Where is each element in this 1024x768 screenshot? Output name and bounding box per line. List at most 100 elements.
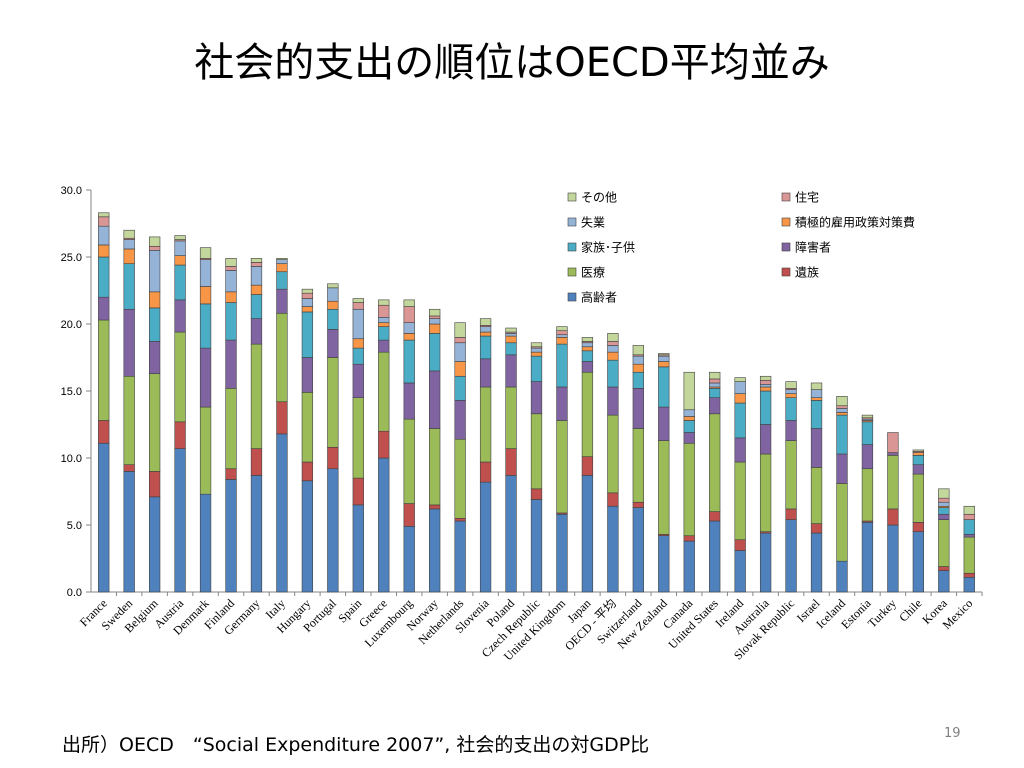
- bar-segment: [123, 263, 135, 310]
- bar-segment: [861, 444, 874, 470]
- bar-segment: [199, 259, 212, 287]
- bar-segment: [429, 428, 441, 506]
- bar-segment: [479, 326, 492, 333]
- bar-segment: [98, 296, 110, 321]
- bar-segment: [174, 331, 186, 423]
- bar-segment: [530, 381, 543, 415]
- bar-segment: [658, 440, 670, 535]
- bar-group: [785, 381, 797, 593]
- bar-segment: [301, 480, 314, 593]
- bar-segment: [861, 522, 874, 593]
- bar-segment: [250, 266, 263, 286]
- bar-segment: [378, 339, 390, 353]
- bar-group: [912, 449, 925, 593]
- bar-group: [429, 308, 441, 593]
- bar-segment: [861, 421, 874, 445]
- bar-segment: [225, 479, 237, 593]
- bar-segment: [836, 560, 848, 593]
- bar-segment: [785, 381, 797, 389]
- bar-segment: [836, 453, 848, 484]
- bar-segment: [658, 361, 670, 368]
- bar-segment: [632, 428, 644, 503]
- bar-segment: [632, 371, 644, 389]
- bar-segment: [98, 244, 110, 258]
- bar-segment: [505, 354, 517, 388]
- bar-segment: [709, 371, 721, 380]
- bar-segment: [225, 258, 237, 267]
- bar-segment: [785, 519, 797, 593]
- bar-segment: [479, 331, 492, 337]
- bar-group: [505, 327, 517, 593]
- bar-segment: [378, 304, 390, 318]
- bar-segment: [530, 413, 543, 490]
- bar-segment: [225, 291, 237, 303]
- bar-segment: [98, 319, 110, 421]
- bar-segment: [658, 406, 670, 441]
- bar-segment: [556, 326, 568, 331]
- bar-segment: [352, 338, 364, 349]
- bar-segment: [454, 337, 466, 344]
- bar-segment: [479, 358, 492, 388]
- legend-swatch: [781, 242, 791, 252]
- bar-segment: [454, 438, 466, 519]
- bar-segment: [759, 375, 772, 381]
- bar-segment: [938, 566, 950, 571]
- bar-segment: [123, 464, 135, 472]
- bar-segment: [581, 475, 594, 593]
- bar-group: [556, 326, 568, 593]
- bar-segment: [963, 513, 975, 520]
- bar-segment: [887, 524, 899, 593]
- bar-segment: [658, 366, 670, 408]
- bar-segment: [429, 315, 441, 319]
- bar-segment: [378, 299, 390, 306]
- bar-segment: [276, 433, 288, 593]
- bar-segment: [581, 342, 594, 348]
- bar-segment: [276, 263, 288, 273]
- bar-segment: [938, 507, 950, 515]
- bar-segment: [530, 351, 543, 357]
- bar-segment: [734, 461, 746, 541]
- legend-swatch: [567, 192, 577, 202]
- bar-segment: [352, 477, 364, 506]
- bar-segment: [352, 347, 364, 365]
- bar-group: [454, 322, 466, 593]
- bar-segment: [505, 335, 517, 344]
- bar-group: [479, 318, 492, 593]
- bar-segment: [505, 448, 517, 476]
- bar-segment: [479, 318, 492, 326]
- legend-swatch: [567, 217, 577, 227]
- bar-segment: [658, 355, 670, 362]
- bar-segment: [199, 303, 212, 349]
- bar-group: [658, 353, 670, 593]
- bar-segment: [378, 430, 390, 459]
- bar-segment: [301, 288, 314, 294]
- bar-segment: [556, 337, 568, 345]
- bar-segment: [632, 345, 644, 356]
- legend-swatch: [567, 292, 577, 302]
- bar-group: [734, 377, 746, 593]
- bar-segment: [505, 333, 517, 337]
- bar-segment: [454, 322, 466, 338]
- legend-label: 失業: [581, 215, 605, 230]
- bar-segment: [683, 540, 695, 593]
- bar-segment: [123, 308, 135, 377]
- bar-group: [887, 432, 899, 593]
- bar-segment: [861, 468, 874, 522]
- bar-segment: [327, 308, 339, 330]
- legend-label: 住宅: [795, 190, 819, 205]
- bar-segment: [301, 292, 314, 299]
- bar-segment: [174, 235, 186, 240]
- bar-segment: [149, 307, 161, 342]
- bar-segment: [556, 334, 568, 338]
- bar-segment: [963, 519, 975, 535]
- legend-swatch: [567, 267, 577, 277]
- bar-segment: [836, 483, 848, 562]
- bar-segment: [454, 400, 466, 440]
- bar-group: [836, 396, 848, 593]
- bar-group: [632, 345, 644, 593]
- legend-label: 高齢者: [581, 290, 617, 305]
- bar-segment: [709, 397, 721, 415]
- bar-segment: [785, 508, 797, 520]
- bar-segment: [403, 418, 415, 504]
